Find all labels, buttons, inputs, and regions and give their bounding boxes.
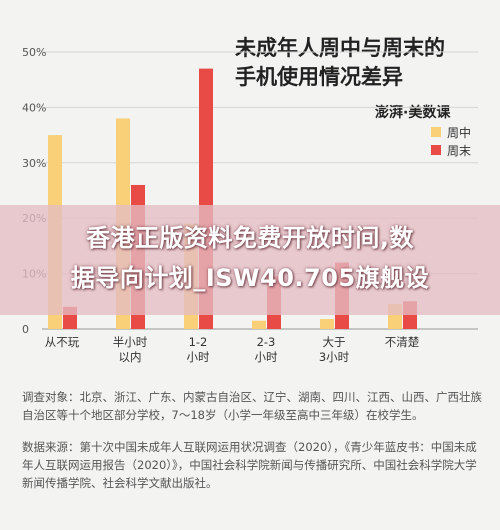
- survey-note: 调查对象：北京、浙江、广东、内蒙古自治区、辽宁、湖南、四川、江西、山西、广西壮族…: [22, 390, 482, 422]
- x-tick-label: 以内: [119, 350, 142, 364]
- bar-weekday: [320, 319, 334, 329]
- x-tick-label: 不清楚: [385, 335, 420, 349]
- overlay-banner-text[interactable]: 香港正版资料免费开放时间,数 据导向计划_ISW40.705旗舰设: [70, 224, 430, 292]
- legend-label: 周中: [447, 125, 471, 140]
- x-tick-label: 小时: [187, 350, 210, 364]
- legend-swatch-weekend: [431, 145, 441, 155]
- legend-swatch-weekday: [431, 127, 441, 137]
- bar-weekday: [252, 320, 266, 329]
- x-tick-label: 从不玩: [45, 335, 80, 349]
- y-tick-label: 30%: [22, 157, 46, 170]
- y-tick-label: 0: [22, 323, 29, 336]
- x-tick-label: 1-2: [189, 335, 208, 349]
- legend-label: 周末: [447, 144, 471, 158]
- y-tick-label: 40%: [22, 101, 46, 114]
- bar-chart: 010%20%30%40%50%从不玩半小时以内1-2小时2-3小时大于3小时不…: [22, 46, 478, 364]
- x-tick-label: 大于: [323, 335, 346, 349]
- x-tick-label: 2-3: [257, 335, 276, 349]
- overlay-banner: [0, 205, 500, 315]
- x-tick-label: 3小时: [319, 350, 350, 364]
- y-tick-label: 50%: [22, 46, 46, 59]
- source-note: 数据来源：第十次中国未成年人互联网运用状况调查（2020），《青少年蓝皮书：中国…: [22, 440, 477, 490]
- x-tick-label: 半小时: [113, 335, 148, 349]
- chart-title: 未成年人周中与周末的 手机使用情况差异: [235, 36, 445, 89]
- brand-logo: 澎湃·美数课: [375, 105, 451, 121]
- x-tick-label: 小时: [255, 350, 278, 364]
